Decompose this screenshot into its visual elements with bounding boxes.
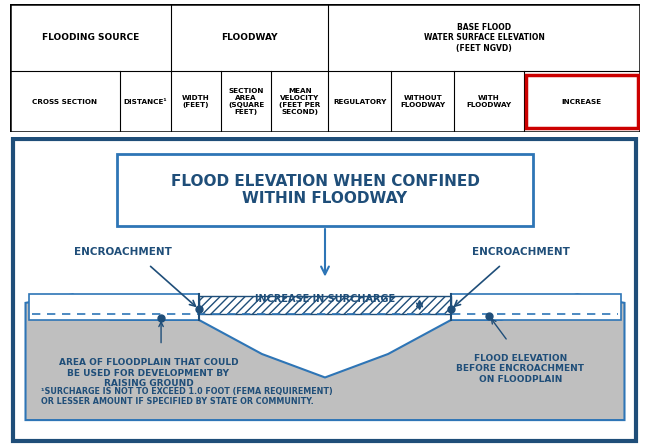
Text: FLOOD ELEVATION
BEFORE ENCROACHMENT
ON FLOODPLAIN: FLOOD ELEVATION BEFORE ENCROACHMENT ON F… xyxy=(456,354,584,384)
Text: FLOODWAY: FLOODWAY xyxy=(221,33,278,42)
Text: CROSS SECTION: CROSS SECTION xyxy=(32,99,98,104)
Bar xyxy=(117,154,533,226)
Text: SECTION
AREA
(SQUARE
FEET): SECTION AREA (SQUARE FEET) xyxy=(228,88,265,115)
Text: FLOODING SOURCE: FLOODING SOURCE xyxy=(42,33,138,42)
Polygon shape xyxy=(451,294,621,320)
Polygon shape xyxy=(25,294,625,420)
Text: REGULATORY: REGULATORY xyxy=(333,99,386,104)
Text: WIDTH
(FEET): WIDTH (FEET) xyxy=(182,95,209,108)
Text: MEAN
VELOCITY
(FEET PER
SECOND): MEAN VELOCITY (FEET PER SECOND) xyxy=(279,88,320,115)
Text: ENCROACHMENT: ENCROACHMENT xyxy=(74,247,172,257)
Polygon shape xyxy=(199,297,451,314)
Text: INCREASE IN SURCHARGE: INCREASE IN SURCHARGE xyxy=(255,294,395,304)
Text: FLOOD ELEVATION WHEN CONFINED
WITHIN FLOODWAY: FLOOD ELEVATION WHEN CONFINED WITHIN FLO… xyxy=(170,174,480,206)
Text: ENCROACHMENT: ENCROACHMENT xyxy=(471,247,569,257)
Text: WITHOUT
FLOODWAY: WITHOUT FLOODWAY xyxy=(400,95,445,108)
Text: ¹SURCHARGE IS NOT TO EXCEED 1.0 FOOT (FEMA REQUIREMENT)
OR LESSER AMOUNT IF SPEC: ¹SURCHARGE IS NOT TO EXCEED 1.0 FOOT (FE… xyxy=(42,387,333,406)
Text: BASE FLOOD
WATER SURFACE ELEVATION
(FEET NGVD): BASE FLOOD WATER SURFACE ELEVATION (FEET… xyxy=(424,23,545,52)
Text: INCREASE: INCREASE xyxy=(562,99,602,104)
Bar xyxy=(526,75,638,128)
Text: AREA OF FLOODPLAIN THAT COULD
BE USED FOR DEVELOPMENT BY
RAISING GROUND: AREA OF FLOODPLAIN THAT COULD BE USED FO… xyxy=(58,358,239,388)
Text: INCREASE: INCREASE xyxy=(562,99,602,104)
Text: DISTANCE¹: DISTANCE¹ xyxy=(124,99,167,104)
Polygon shape xyxy=(29,294,199,320)
Text: WITH
FLOODWAY: WITH FLOODWAY xyxy=(466,95,512,108)
